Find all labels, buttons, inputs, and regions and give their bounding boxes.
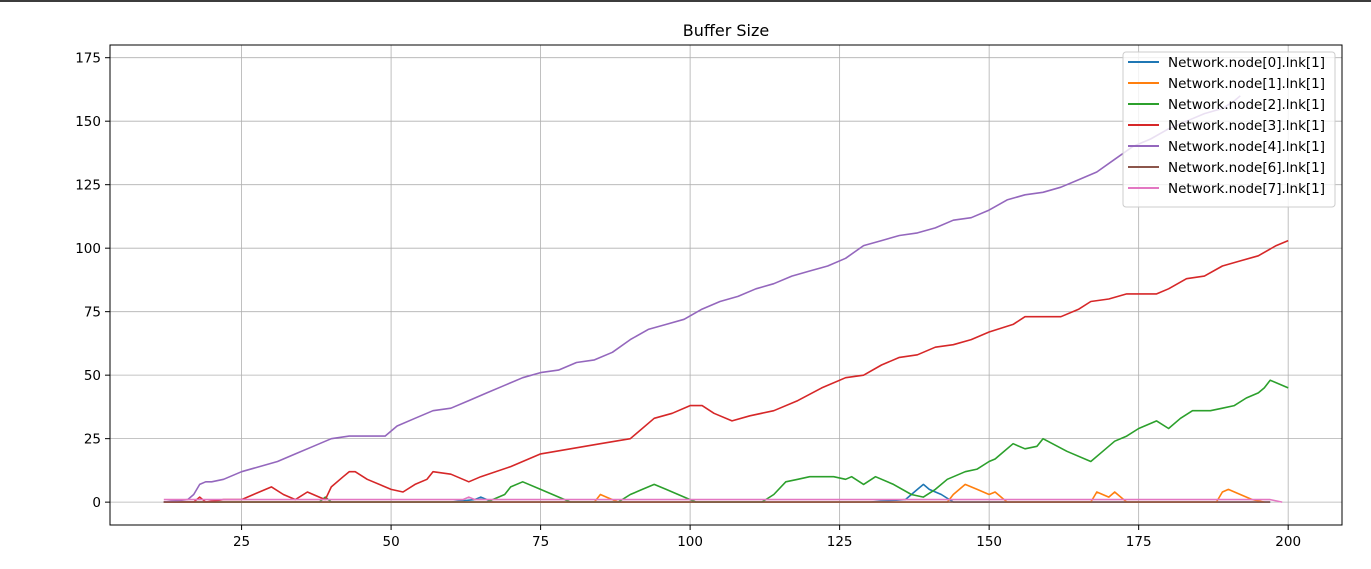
y-tick-label: 175 xyxy=(75,51,101,67)
y-tick-label: 0 xyxy=(92,495,101,511)
x-tick-label: 150 xyxy=(976,534,1002,550)
y-tick-label: 25 xyxy=(84,432,101,448)
y-tick-label: 75 xyxy=(84,305,101,321)
x-tick-label: 200 xyxy=(1275,534,1301,550)
x-tick-label: 75 xyxy=(532,534,549,550)
legend-label: Network.node[6].lnk[1] xyxy=(1168,160,1325,176)
x-axis: 25 50 75 100 125 150 175 200 xyxy=(233,525,1301,550)
x-tick-label: 175 xyxy=(1126,534,1152,550)
y-tick-label: 125 xyxy=(75,178,101,194)
y-tick-label: 50 xyxy=(84,368,101,384)
legend-label: Network.node[7].lnk[1] xyxy=(1168,181,1325,197)
series-line-3 xyxy=(163,239,1289,503)
legend-label: Network.node[2].lnk[1] xyxy=(1168,97,1325,113)
legend-box xyxy=(1122,51,1336,208)
legend-label: Network.node[3].lnk[1] xyxy=(1168,118,1325,134)
x-tick-label: 100 xyxy=(677,534,703,550)
legend-label: Network.node[0].lnk[1] xyxy=(1168,55,1325,71)
legend-label: Network.node[1].lnk[1] xyxy=(1168,76,1325,92)
y-axis: 0 25 50 75 100 125 150 175 xyxy=(75,51,110,511)
series-line-6 xyxy=(163,496,1283,503)
series-line-2 xyxy=(163,379,1289,503)
plot-frame xyxy=(109,44,1343,526)
window-top-border xyxy=(0,0,1371,2)
legend-label: Network.node[4].lnk[1] xyxy=(1168,139,1325,155)
x-tick-label: 125 xyxy=(827,534,853,550)
y-tick-label: 150 xyxy=(75,114,101,130)
legend: Network.node[0].lnk[1] Network.node[1].ln… xyxy=(1122,51,1336,208)
series-line-4 xyxy=(163,95,1241,503)
x-tick-label: 25 xyxy=(233,534,250,550)
x-tick-label: 50 xyxy=(382,534,399,550)
y-tick-label: 100 xyxy=(75,241,101,257)
series-lines xyxy=(163,95,1289,503)
grid-lines xyxy=(110,45,1342,525)
chart-title: Buffer Size xyxy=(683,21,770,40)
